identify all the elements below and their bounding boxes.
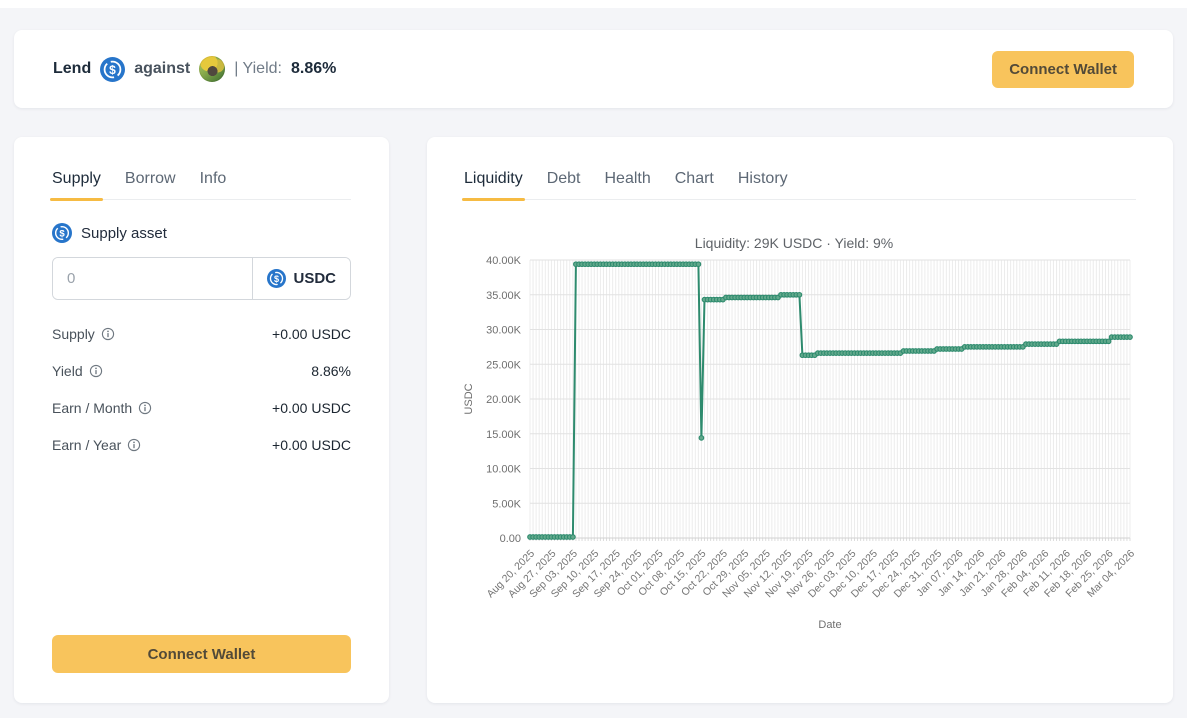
info-icon[interactable] bbox=[101, 327, 115, 341]
stat-row-yield: Yield 8.86% bbox=[52, 363, 351, 379]
tab-debt[interactable]: Debt bbox=[546, 170, 581, 187]
usdc-icon: $ bbox=[267, 269, 287, 288]
amount-input-group: $ USDC bbox=[52, 257, 351, 300]
chart-tabs: Liquidity Debt Health Chart History bbox=[462, 170, 1136, 201]
svg-text:$: $ bbox=[59, 229, 65, 240]
svg-text:$: $ bbox=[274, 274, 279, 284]
svg-text:Liquidity: 29K USDC · Yield: 9: Liquidity: 29K USDC · Yield: 9% bbox=[695, 235, 893, 251]
supply-amount-input[interactable] bbox=[53, 258, 253, 299]
against-label: against bbox=[134, 60, 191, 77]
stat-value: 8.86% bbox=[311, 363, 351, 379]
stat-label: Earn / Month bbox=[52, 400, 133, 416]
info-icon[interactable] bbox=[127, 438, 141, 452]
usdc-icon: $ bbox=[100, 56, 126, 82]
info-icon[interactable] bbox=[89, 364, 103, 378]
supply-tabs: Supply Borrow Info bbox=[50, 170, 351, 201]
token-selector[interactable]: $ USDC bbox=[252, 258, 350, 299]
svg-text:$: $ bbox=[109, 62, 116, 76]
top-strip bbox=[0, 0, 1187, 8]
svg-text:25.00K: 25.00K bbox=[486, 359, 522, 371]
liquidity-chart-svg: 0.00 5.00K 10.00K 15.00K 20.00K 25.00K 30.00K 3… bbox=[464, 235, 1136, 631]
tab-borrow[interactable]: Borrow bbox=[124, 170, 176, 187]
stat-value: +0.00 USDC bbox=[272, 437, 351, 453]
stat-row-earn-year: Earn / Year +0.00 USDC bbox=[52, 437, 351, 453]
svg-text:10.00K: 10.00K bbox=[486, 464, 522, 476]
lend-label: Lend bbox=[53, 60, 92, 77]
svg-text:USDC: USDC bbox=[464, 383, 475, 414]
tab-health[interactable]: Health bbox=[604, 170, 651, 187]
tab-info[interactable]: Info bbox=[199, 170, 227, 187]
svg-text:35.00K: 35.00K bbox=[486, 290, 522, 302]
yield-value: 8.86% bbox=[290, 60, 337, 77]
supply-asset-label: Supply asset bbox=[81, 224, 167, 242]
info-icon[interactable] bbox=[138, 401, 152, 415]
stat-row-earn-month: Earn / Month +0.00 USDC bbox=[52, 400, 351, 416]
svg-text:20.00K: 20.00K bbox=[486, 394, 522, 406]
stat-value: +0.00 USDC bbox=[272, 400, 351, 416]
collateral-token-avatar bbox=[199, 56, 226, 82]
supply-stats: Supply +0.00 USDC Yield bbox=[52, 326, 351, 474]
svg-text:30.00K: 30.00K bbox=[486, 325, 522, 337]
market-title: Lend $ against | Yield: 8.86% bbox=[53, 56, 336, 82]
liquidity-chart: 0.00 5.00K 10.00K 15.00K 20.00K 25.00K 30.00K 3… bbox=[464, 226, 1136, 638]
stat-value: +0.00 USDC bbox=[272, 326, 351, 342]
tab-supply[interactable]: Supply bbox=[50, 170, 103, 201]
svg-text:Date: Date bbox=[818, 619, 841, 631]
supply-card: Supply Borrow Info $ Supply asset bbox=[14, 137, 389, 703]
token-selector-label: USDC bbox=[293, 270, 336, 287]
svg-text:40.00K: 40.00K bbox=[486, 255, 522, 267]
svg-text:0.00: 0.00 bbox=[500, 533, 521, 545]
tab-liquidity[interactable]: Liquidity bbox=[462, 170, 525, 201]
stat-label: Supply bbox=[52, 326, 95, 342]
stat-label: Yield bbox=[52, 363, 83, 379]
yield-label: | Yield: bbox=[234, 60, 282, 77]
page: Lend $ against | Yield: 8.86% Connect Wa… bbox=[0, 8, 1187, 703]
chart-card: Liquidity Debt Health Chart History 0.00… bbox=[427, 137, 1173, 703]
supply-asset-row: $ Supply asset bbox=[52, 223, 351, 243]
svg-text:15.00K: 15.00K bbox=[486, 429, 522, 441]
usdc-icon: $ bbox=[52, 223, 72, 243]
connect-wallet-button[interactable]: Connect Wallet bbox=[992, 50, 1134, 88]
connect-wallet-button[interactable]: Connect Wallet bbox=[52, 635, 351, 673]
tab-history[interactable]: History bbox=[737, 170, 788, 187]
stat-row-supply: Supply +0.00 USDC bbox=[52, 326, 351, 342]
svg-text:5.00K: 5.00K bbox=[492, 498, 521, 510]
stat-label: Earn / Year bbox=[52, 437, 122, 453]
tab-chart[interactable]: Chart bbox=[674, 170, 714, 187]
header-card: Lend $ against | Yield: 8.86% Connect Wa… bbox=[14, 30, 1173, 108]
